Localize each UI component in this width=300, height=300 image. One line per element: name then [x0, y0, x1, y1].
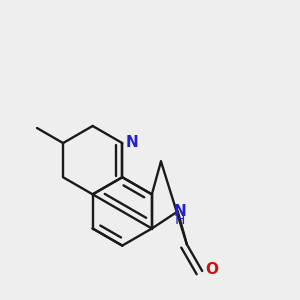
Text: H: H	[175, 213, 185, 227]
Text: N: N	[174, 204, 187, 219]
Text: N: N	[125, 135, 138, 150]
Text: O: O	[206, 262, 218, 277]
